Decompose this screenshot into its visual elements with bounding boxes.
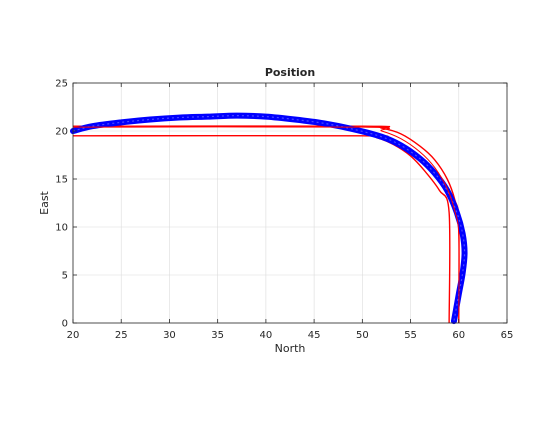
chart-title: Position xyxy=(265,66,315,79)
y-axis-label: East xyxy=(38,190,51,214)
y-tick-label: 20 xyxy=(55,127,68,138)
y-tick-label: 15 xyxy=(55,175,68,186)
axes-box xyxy=(72,82,508,324)
x-tick-label: 65 xyxy=(501,330,514,341)
x-tick-label: 40 xyxy=(260,330,273,341)
series-trajectory-markers xyxy=(72,115,466,322)
x-tick-label: 25 xyxy=(115,330,128,341)
x-axis-label: North xyxy=(275,342,306,355)
x-tick-label: 55 xyxy=(404,330,417,341)
x-tick-label: 45 xyxy=(308,330,321,341)
x-tick-label: 20 xyxy=(67,330,80,341)
plot-area xyxy=(73,83,507,323)
x-tick-label: 50 xyxy=(356,330,369,341)
x-tick-label: 30 xyxy=(163,330,176,341)
series-boundary-inner xyxy=(72,134,451,324)
axis-ticks: 20 25 30 35 40 45 50 55 60 65 0 5 10 15 20 25 xyxy=(55,79,513,342)
y-tick-label: 5 xyxy=(62,271,68,282)
x-tick-label: 60 xyxy=(452,330,465,341)
y-tick-label: 0 xyxy=(62,319,68,330)
series-group xyxy=(70,112,468,325)
x-tick-label: 35 xyxy=(211,330,224,341)
y-tick-label: 25 xyxy=(55,79,68,90)
y-tick-label: 10 xyxy=(55,223,68,234)
series-reference xyxy=(72,126,460,324)
